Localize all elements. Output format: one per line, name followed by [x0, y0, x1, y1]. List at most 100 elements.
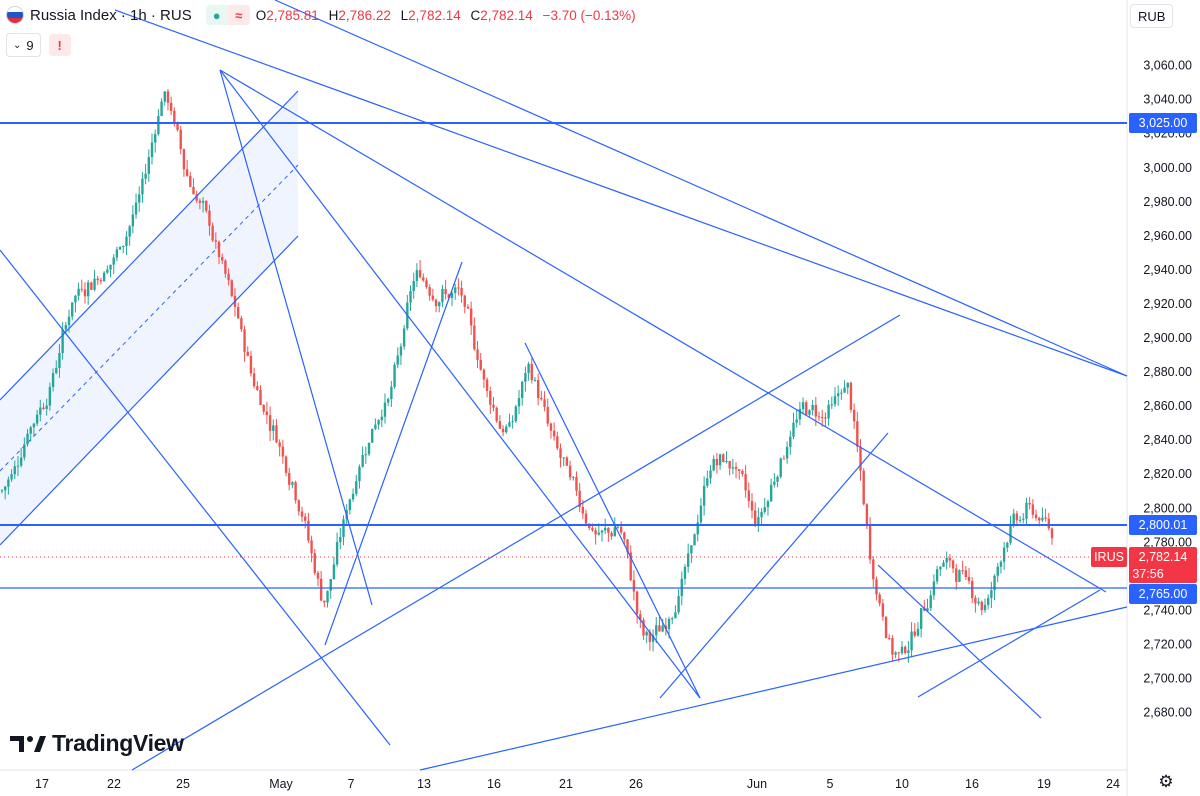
- candle: [929, 590, 932, 611]
- candle-body: [192, 186, 195, 195]
- candle-body: [795, 419, 798, 423]
- indicators-toggle-button[interactable]: ⌄ 9: [6, 33, 41, 57]
- candle-body: [26, 433, 29, 445]
- candle-body: [613, 527, 616, 537]
- candle: [843, 380, 846, 393]
- candle-body: [67, 316, 71, 326]
- candle: [565, 456, 569, 466]
- candle: [169, 96, 173, 115]
- candle: [1041, 507, 1044, 523]
- price-tick-label: 2,680.00: [1143, 706, 1192, 720]
- price-tick-label: 2,900.00: [1143, 331, 1192, 345]
- candle-body: [93, 278, 96, 290]
- candle: [508, 413, 511, 428]
- candle-body: [501, 428, 505, 433]
- candle-body: [648, 631, 652, 642]
- candle: [766, 499, 770, 516]
- candle-body: [658, 625, 661, 632]
- candle: [971, 577, 974, 604]
- high-label: H: [328, 7, 339, 23]
- candle-body: [967, 576, 971, 582]
- candle-body: [651, 635, 655, 642]
- candle-body: [221, 256, 224, 261]
- time-tick-label: 16: [965, 777, 979, 791]
- symbol-title[interactable]: Russia Index · 1h · RUS: [30, 6, 192, 24]
- candle-body: [339, 537, 342, 543]
- candle-body: [702, 485, 706, 506]
- candle: [236, 302, 240, 320]
- candle: [240, 315, 243, 332]
- alert-button[interactable]: !: [48, 34, 71, 56]
- candle: [830, 396, 833, 409]
- candle: [71, 302, 74, 321]
- candle: [632, 570, 636, 601]
- candle-body: [939, 566, 942, 570]
- candle: [86, 280, 90, 305]
- candle-body: [562, 457, 565, 459]
- candle: [776, 475, 779, 488]
- candle-body: [888, 638, 891, 640]
- candle: [10, 469, 13, 482]
- candle-body: [74, 295, 77, 303]
- candle-body: [444, 289, 447, 295]
- candle: [441, 284, 444, 308]
- candle-body: [39, 407, 42, 415]
- candle: [817, 411, 821, 421]
- candle-body: [1015, 513, 1019, 521]
- candle-body: [929, 595, 932, 609]
- candle-body: [881, 603, 885, 617]
- candle: [326, 590, 329, 608]
- candle-body: [693, 534, 696, 546]
- candle-body: [278, 442, 281, 447]
- candle-body: [766, 501, 770, 508]
- candle-body: [492, 404, 495, 408]
- candle: [603, 518, 607, 535]
- candle-body: [769, 484, 773, 502]
- candle-body: [157, 116, 160, 135]
- russia-flag-icon: [6, 6, 24, 24]
- candle-body: [801, 402, 805, 409]
- price-tick-label: 3,000.00: [1143, 161, 1192, 175]
- candle: [134, 193, 138, 219]
- candle-body: [511, 421, 514, 423]
- candle-body: [217, 241, 221, 257]
- price-axis[interactable]: 3,060.003,040.003,020.003,000.002,980.00…: [1143, 59, 1192, 720]
- time-tick-label: 24: [1106, 777, 1120, 791]
- candle-body: [29, 427, 32, 434]
- candle-body: [1044, 517, 1047, 519]
- candle-body: [594, 530, 597, 535]
- candle: [166, 89, 170, 111]
- currency-selector[interactable]: RUB: [1130, 4, 1174, 28]
- time-axis[interactable]: 17 22 25 May 7 13 16 21 26 Jun 5 10 16 19 24: [35, 777, 1120, 791]
- candle: [757, 507, 760, 533]
- candle: [872, 556, 875, 588]
- gear-icon[interactable]: ⚙: [1158, 772, 1174, 791]
- candle-body: [176, 122, 179, 130]
- candle-body: [859, 446, 862, 471]
- candle-body: [386, 399, 390, 403]
- candle: [894, 651, 897, 659]
- candle-body: [96, 278, 99, 281]
- candle: [546, 398, 549, 427]
- candle: [878, 592, 881, 607]
- candle-body: [211, 225, 214, 241]
- watermark-text: TradingView: [52, 730, 184, 756]
- market-status-pill[interactable]: ● ≈: [205, 5, 250, 25]
- candle-body: [489, 390, 492, 405]
- trendline-h: [131, 314, 901, 771]
- candle-body: [418, 270, 422, 278]
- candle-body: [686, 553, 690, 567]
- candle-body: [377, 420, 380, 425]
- candle-body: [51, 373, 55, 388]
- candle-body: [508, 422, 511, 427]
- candle: [501, 425, 505, 437]
- candle: [967, 567, 971, 585]
- last-price-countdown: 37:56: [1132, 567, 1163, 581]
- time-tick-label: Jun: [747, 777, 767, 791]
- candle-body: [3, 486, 7, 491]
- price-tick-label: 2,800.00: [1143, 501, 1192, 515]
- candle: [881, 599, 885, 621]
- candle: [935, 565, 939, 585]
- time-tick-label: 5: [827, 777, 834, 791]
